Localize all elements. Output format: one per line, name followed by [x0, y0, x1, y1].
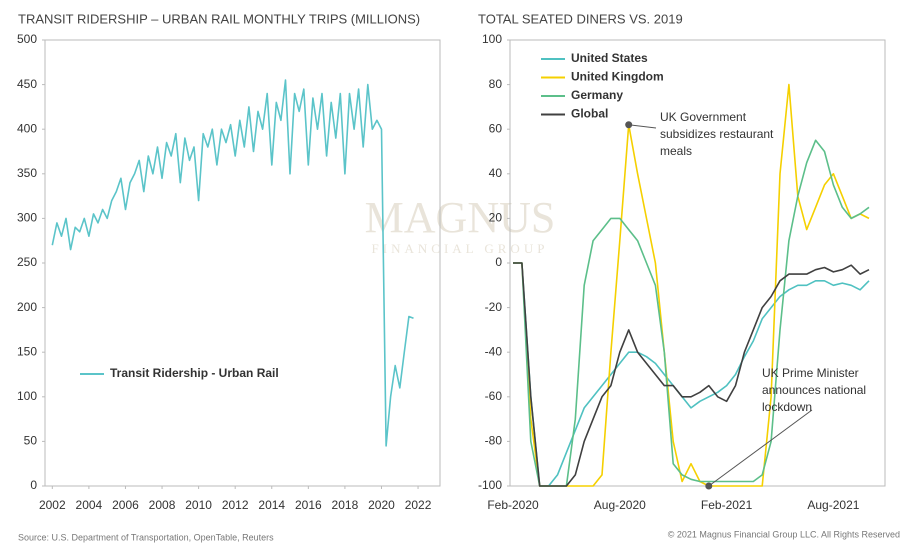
- y-tick-label: 400: [17, 121, 37, 135]
- legend-label: Transit Ridership - Urban Rail: [110, 366, 279, 380]
- y-tick-label: -80: [485, 434, 503, 448]
- y-tick-label: 150: [17, 344, 37, 358]
- x-tick-label: 2014: [258, 498, 285, 512]
- y-tick-label: 300: [17, 211, 37, 225]
- legend-label: United States: [571, 51, 648, 65]
- y-tick-label: 50: [24, 434, 38, 448]
- y-tick-label: 200: [17, 300, 37, 314]
- legend-label: Germany: [571, 88, 623, 102]
- watermark: FINANCIAL GROUP: [372, 241, 549, 256]
- y-tick-label: -20: [485, 300, 503, 314]
- y-tick-label: 80: [489, 77, 503, 91]
- legend-label: United Kingdom: [571, 70, 664, 84]
- x-tick-label: 2022: [405, 498, 432, 512]
- annotation-text: UK Government: [660, 110, 747, 124]
- annotation-dot: [625, 121, 633, 129]
- chart-title: TRANSIT RIDERSHIP – URBAN RAIL MONTHLY T…: [18, 11, 420, 26]
- x-tick-label: 2004: [76, 498, 103, 512]
- annotation-text: meals: [660, 144, 692, 158]
- y-tick-label: 0: [495, 255, 502, 269]
- y-tick-label: 450: [17, 77, 37, 91]
- x-tick-label: 2012: [222, 498, 249, 512]
- y-tick-label: 100: [482, 32, 502, 46]
- x-tick-label: 2016: [295, 498, 322, 512]
- y-tick-label: 250: [17, 255, 37, 269]
- y-tick-label: 20: [489, 211, 503, 225]
- series-line: [513, 83, 870, 487]
- y-tick-label: 100: [17, 389, 37, 403]
- annotation-arrow: [628, 124, 657, 129]
- legend-label: Global: [571, 107, 608, 121]
- annotation-text: UK Prime Minister: [762, 366, 859, 380]
- plot-frame: [509, 39, 886, 487]
- watermark: MAGNUS: [365, 193, 556, 242]
- x-tick-label: Feb-2020: [487, 498, 539, 512]
- annotation-text: subsidizes restaurant: [660, 127, 774, 141]
- x-tick-label: 2006: [112, 498, 139, 512]
- x-tick-label: Aug-2021: [807, 498, 859, 512]
- x-tick-label: 2018: [332, 498, 359, 512]
- x-tick-label: 2008: [149, 498, 176, 512]
- x-tick-label: 2010: [185, 498, 212, 512]
- x-tick-label: Aug-2020: [594, 498, 646, 512]
- annotation-dot: [705, 482, 713, 490]
- y-tick-label: 40: [489, 166, 503, 180]
- source: Source: U.S. Department of Transportatio…: [18, 532, 274, 542]
- x-tick-label: 2020: [368, 498, 395, 512]
- annotation-text: announces national: [762, 383, 866, 397]
- chart-title: TOTAL SEATED DINERS VS. 2019: [478, 11, 683, 26]
- y-tick-label: 500: [17, 32, 37, 46]
- annotation-arrow: [708, 409, 813, 487]
- series-line: [51, 79, 414, 447]
- series-line: [513, 262, 870, 487]
- copyright: © 2021 Magnus Financial Group LLC. All R…: [668, 529, 900, 539]
- y-tick-label: -40: [485, 344, 503, 358]
- annotation-text: lockdown: [762, 400, 812, 414]
- y-tick-label: -100: [478, 478, 502, 492]
- x-tick-label: Feb-2021: [701, 498, 753, 512]
- y-tick-label: 0: [30, 478, 37, 492]
- y-tick-label: -60: [485, 389, 503, 403]
- plot-frame: [44, 39, 441, 487]
- x-tick-label: 2002: [39, 498, 66, 512]
- y-tick-label: 60: [489, 121, 503, 135]
- series-line: [513, 139, 870, 487]
- y-tick-label: 350: [17, 166, 37, 180]
